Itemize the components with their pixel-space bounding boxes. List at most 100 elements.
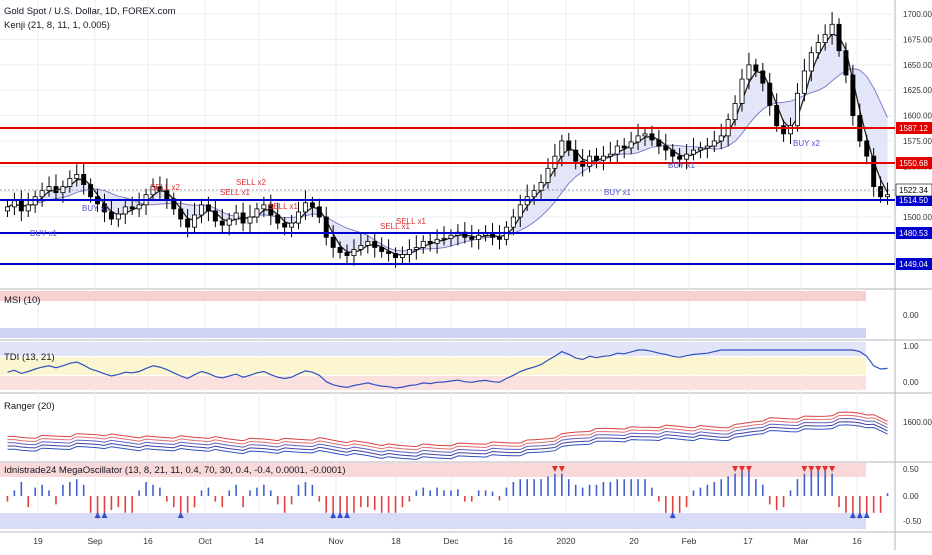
last-price-tag bbox=[895, 183, 932, 197]
x-tick-label: 2020 bbox=[557, 536, 576, 546]
candle bbox=[102, 193, 107, 223]
candle bbox=[843, 42, 849, 84]
candle-body bbox=[282, 222, 288, 228]
x-tick-label: 17 bbox=[743, 536, 753, 546]
candle-body bbox=[448, 234, 454, 239]
candle bbox=[753, 58, 759, 78]
x-tick-label: Mar bbox=[794, 536, 809, 546]
candle-body bbox=[39, 190, 45, 198]
tdi-pane-title: TDI (13, 21) bbox=[4, 352, 55, 363]
candle bbox=[864, 134, 870, 165]
candle bbox=[275, 202, 281, 230]
candle bbox=[628, 131, 634, 155]
x-tick-label: 16 bbox=[852, 536, 862, 546]
candle-body bbox=[441, 237, 447, 240]
candle-body bbox=[102, 203, 107, 213]
candle-body bbox=[122, 206, 128, 215]
candle bbox=[171, 192, 177, 215]
candle bbox=[656, 129, 662, 155]
candle-body bbox=[829, 23, 835, 35]
candle-body bbox=[739, 78, 745, 104]
candle bbox=[704, 137, 710, 159]
candle-body bbox=[760, 70, 766, 84]
candle bbox=[732, 95, 738, 126]
candle-body bbox=[635, 135, 641, 143]
candle-body bbox=[254, 208, 260, 218]
candle-body bbox=[850, 74, 856, 116]
candle-body bbox=[344, 252, 350, 256]
osc-pane-title: Idnistrade24 MegaOscillator (13, 8, 21, … bbox=[4, 465, 346, 476]
candle-body bbox=[621, 145, 627, 149]
sell-signal-label: SELL x1 bbox=[268, 202, 298, 211]
buy-signal-label: BUY x2 bbox=[793, 139, 821, 148]
candle bbox=[490, 223, 496, 246]
candle bbox=[767, 72, 773, 116]
candle-body bbox=[697, 147, 703, 151]
y-tick-label: 1700.00 bbox=[903, 10, 932, 19]
candle-body bbox=[178, 208, 184, 220]
candle-body bbox=[711, 140, 717, 147]
candle bbox=[25, 192, 31, 218]
x-tick-label: 16 bbox=[503, 536, 513, 546]
ranger-tick-label: 1600.00 bbox=[903, 418, 932, 427]
candle-body bbox=[205, 204, 211, 212]
candle bbox=[316, 198, 322, 224]
last-price-label: 1522.34 bbox=[899, 186, 928, 195]
candle bbox=[781, 119, 787, 142]
osc-buy-triangle bbox=[177, 512, 184, 518]
candle bbox=[67, 170, 73, 193]
candle bbox=[649, 125, 655, 147]
osc-sell-triangle bbox=[551, 466, 558, 472]
candle bbox=[739, 68, 745, 112]
x-tick-label: 18 bbox=[391, 536, 401, 546]
candle-body bbox=[358, 245, 364, 250]
candle bbox=[296, 201, 301, 230]
osc-buy-triangle bbox=[863, 512, 870, 518]
candle-body bbox=[587, 155, 593, 167]
osc-buy-triangle bbox=[337, 512, 344, 518]
tdi-line bbox=[7, 349, 888, 389]
buy-signal-label: BUY x1 bbox=[604, 188, 632, 197]
candle-body bbox=[316, 206, 322, 218]
candle bbox=[663, 133, 669, 161]
candle-body bbox=[233, 212, 239, 220]
buy-signal-label: BUY x1 bbox=[82, 204, 110, 213]
level-price-tag bbox=[896, 258, 932, 270]
candle bbox=[697, 141, 703, 159]
sell-signal-label: SELL x2 bbox=[236, 178, 266, 187]
osc-lower-band bbox=[0, 513, 866, 529]
x-tick-label: 20 bbox=[629, 536, 639, 546]
candle-body bbox=[330, 236, 336, 248]
candle-body bbox=[781, 125, 787, 135]
level-price-label: 1550.68 bbox=[899, 159, 928, 168]
candle-body bbox=[386, 251, 392, 254]
candle bbox=[406, 239, 412, 263]
candle-body bbox=[794, 92, 800, 127]
candle-body bbox=[878, 186, 884, 198]
symbol-title: Gold Spot / U.S. Dollar, 1D, FOREX.com bbox=[4, 6, 176, 17]
candle-body bbox=[115, 213, 121, 220]
candle bbox=[372, 233, 378, 258]
candle-body bbox=[427, 240, 433, 244]
candle bbox=[822, 24, 828, 51]
osc-buy-triangle bbox=[849, 512, 856, 518]
candle-body bbox=[164, 190, 170, 200]
candle-body bbox=[74, 174, 80, 179]
candle-body bbox=[718, 135, 724, 142]
candle-body bbox=[157, 186, 163, 192]
candle-body bbox=[351, 249, 357, 256]
level-price-tag bbox=[896, 194, 932, 206]
level-price-label: 1449.04 bbox=[899, 260, 928, 269]
candle bbox=[157, 176, 163, 199]
osc-tick-label: 0.50 bbox=[903, 465, 919, 474]
candle bbox=[4, 200, 10, 218]
osc-sell-triangle bbox=[745, 466, 752, 472]
candle bbox=[711, 130, 717, 153]
candle-body bbox=[517, 204, 523, 218]
candle-body bbox=[192, 214, 198, 228]
candle bbox=[178, 200, 184, 228]
candle bbox=[614, 139, 620, 163]
candle-body bbox=[691, 149, 696, 155]
candle bbox=[399, 246, 405, 264]
